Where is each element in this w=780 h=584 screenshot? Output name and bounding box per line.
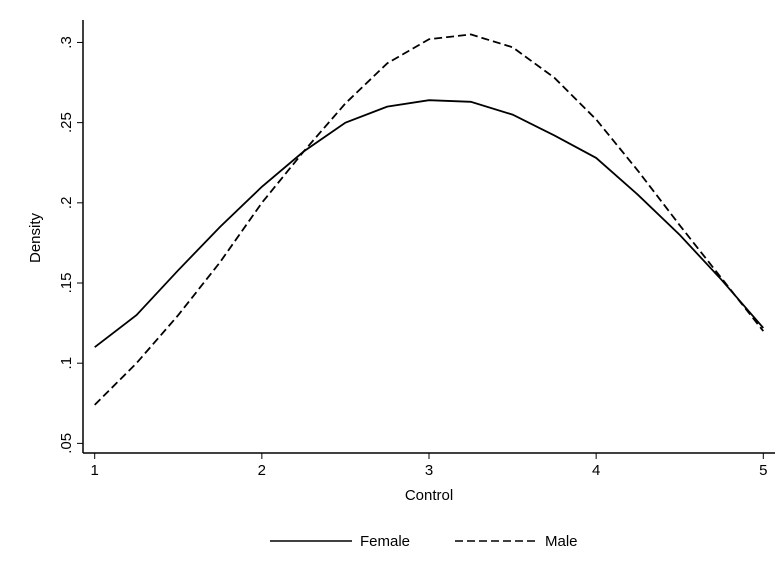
legend-label: Male <box>545 533 578 550</box>
legend-label: Female <box>360 533 410 550</box>
y-tick-label: .25 <box>58 112 75 133</box>
x-tick-label: 4 <box>592 462 600 479</box>
y-axis-label: Density <box>27 212 44 263</box>
x-tick-label: 1 <box>91 462 99 479</box>
x-axis-label: Control <box>405 487 453 504</box>
y-tick-label: .1 <box>58 357 75 370</box>
x-tick-label: 5 <box>759 462 767 479</box>
line-series <box>94 33 765 406</box>
x-tick-label: 2 <box>258 462 266 479</box>
y-tick-label: .2 <box>58 197 75 210</box>
line-series <box>94 99 764 348</box>
y-tick-label: .05 <box>58 433 75 454</box>
x-tick-label: 3 <box>425 462 433 479</box>
y-tick-label: .3 <box>58 36 75 49</box>
y-tick-label: .15 <box>58 273 75 294</box>
